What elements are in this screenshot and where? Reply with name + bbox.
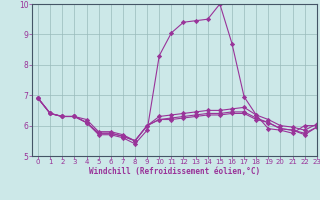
X-axis label: Windchill (Refroidissement éolien,°C): Windchill (Refroidissement éolien,°C) (89, 167, 260, 176)
